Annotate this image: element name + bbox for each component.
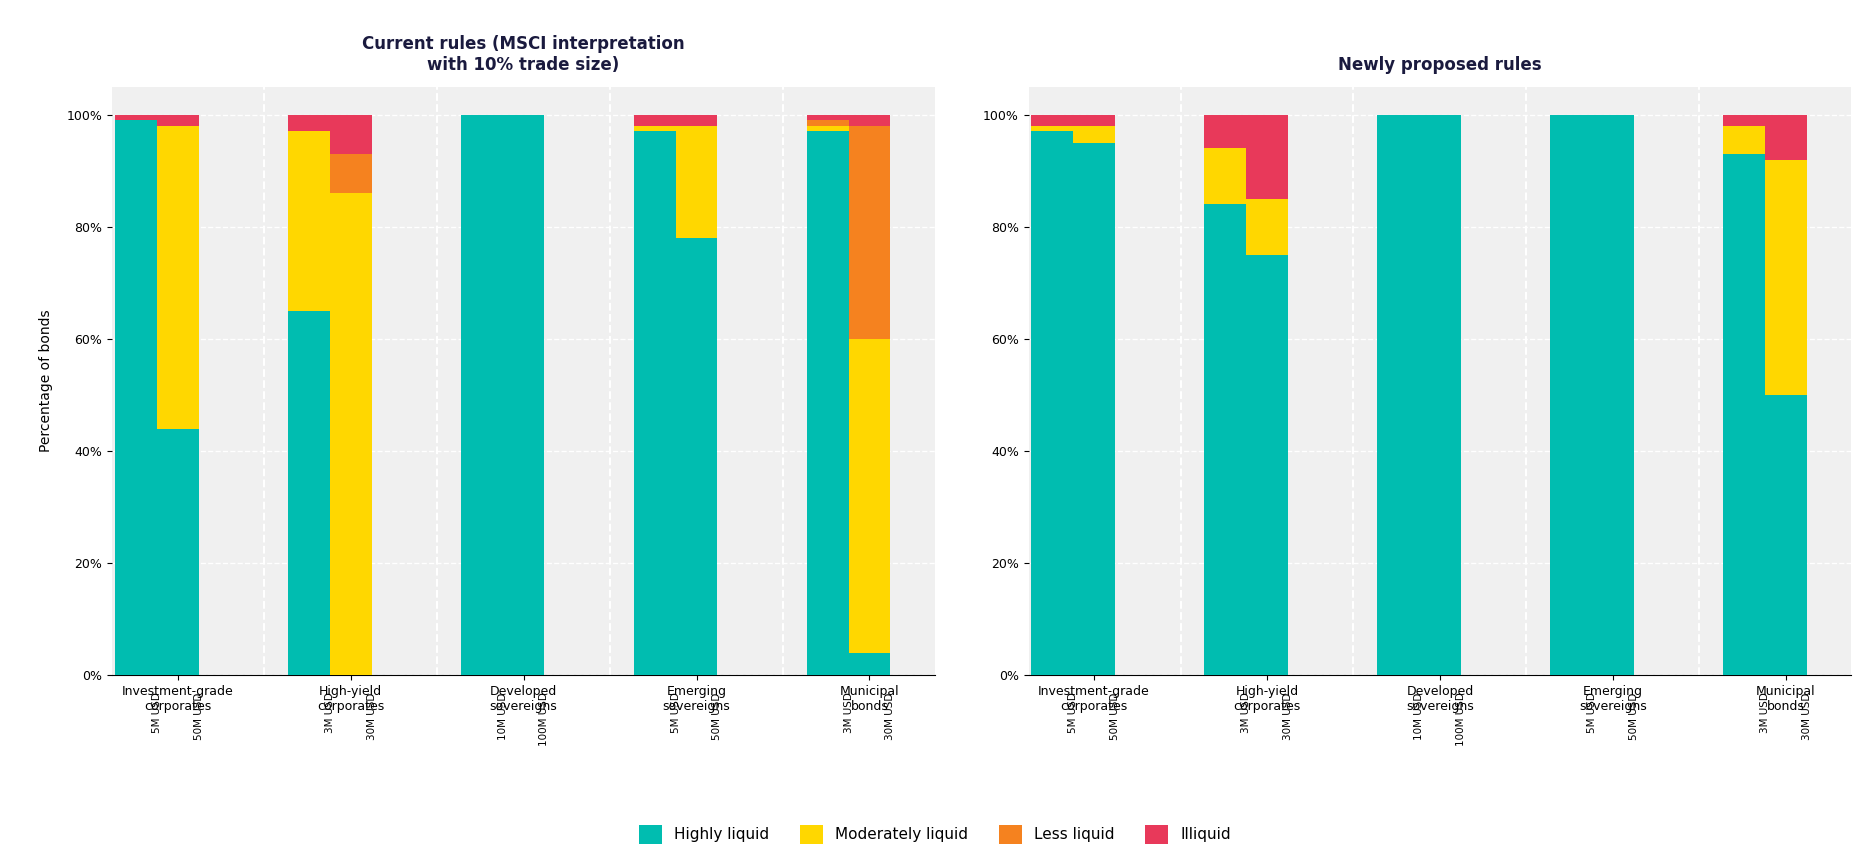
Y-axis label: Percentage of bonds: Percentage of bonds xyxy=(39,310,52,452)
Text: 5M USD: 5M USD xyxy=(151,692,163,734)
Bar xyxy=(288,311,329,675)
Bar xyxy=(462,114,503,675)
Bar xyxy=(1378,114,1419,675)
Title: Newly proposed rules: Newly proposed rules xyxy=(1339,56,1541,74)
Bar xyxy=(806,120,849,126)
Bar xyxy=(157,429,198,675)
Bar xyxy=(1073,143,1115,675)
Text: 50M USD: 50M USD xyxy=(194,692,204,740)
Bar xyxy=(116,120,157,675)
Bar xyxy=(1204,148,1245,204)
Bar xyxy=(1765,395,1806,675)
Bar xyxy=(849,126,890,339)
Text: 50M USD: 50M USD xyxy=(1111,692,1120,740)
Bar xyxy=(806,132,849,675)
Bar xyxy=(288,132,329,311)
Text: 30M USD: 30M USD xyxy=(1283,692,1292,740)
Bar xyxy=(1245,255,1288,675)
Bar xyxy=(849,653,890,675)
Text: 5M USD: 5M USD xyxy=(671,692,681,734)
Bar xyxy=(1722,154,1765,675)
Text: 10M USD: 10M USD xyxy=(497,692,509,740)
Bar xyxy=(1204,114,1245,148)
Text: 3M USD: 3M USD xyxy=(1760,692,1769,734)
Text: 50M USD: 50M USD xyxy=(712,692,722,740)
Bar xyxy=(329,114,372,154)
Bar xyxy=(675,238,718,675)
Bar xyxy=(1245,199,1288,255)
Text: 3M USD: 3M USD xyxy=(843,692,853,734)
Bar xyxy=(1073,114,1115,126)
Text: 30M USD: 30M USD xyxy=(367,692,376,740)
Text: 30M USD: 30M USD xyxy=(1801,692,1812,740)
Bar xyxy=(329,154,372,193)
Bar xyxy=(1032,114,1073,126)
Bar xyxy=(288,114,329,132)
Bar xyxy=(329,193,372,675)
Bar xyxy=(503,114,544,675)
Bar xyxy=(849,114,890,126)
Bar xyxy=(675,126,718,238)
Text: 5M USD: 5M USD xyxy=(1588,692,1597,734)
Bar xyxy=(1204,204,1245,675)
Bar xyxy=(634,114,675,126)
Bar xyxy=(1073,126,1115,143)
Bar xyxy=(634,126,675,132)
Bar xyxy=(675,114,718,126)
Text: 10M USD: 10M USD xyxy=(1414,692,1425,740)
Bar xyxy=(116,114,157,120)
Text: 3M USD: 3M USD xyxy=(1242,692,1251,734)
Text: 30M USD: 30M USD xyxy=(885,692,896,740)
Bar xyxy=(1550,114,1591,675)
Text: 3M USD: 3M USD xyxy=(325,692,335,734)
Bar xyxy=(806,114,849,120)
Text: 100M USD: 100M USD xyxy=(539,692,550,746)
Bar xyxy=(1032,126,1073,132)
Legend: Highly liquid, Moderately liquid, Less liquid, Illiquid: Highly liquid, Moderately liquid, Less l… xyxy=(634,819,1236,850)
Bar xyxy=(1765,159,1806,395)
Bar xyxy=(1722,114,1765,126)
Bar xyxy=(1765,114,1806,159)
Text: 5M USD: 5M USD xyxy=(1068,692,1079,734)
Title: Current rules (MSCI interpretation
with 10% trade size): Current rules (MSCI interpretation with … xyxy=(363,36,684,74)
Bar xyxy=(849,339,890,653)
Bar xyxy=(1591,114,1634,675)
Text: 100M USD: 100M USD xyxy=(1455,692,1466,746)
Text: 50M USD: 50M USD xyxy=(1629,692,1638,740)
Bar xyxy=(806,126,849,132)
Bar xyxy=(1722,126,1765,154)
Bar xyxy=(1032,132,1073,675)
Bar xyxy=(157,126,198,429)
Bar xyxy=(634,132,675,675)
Bar xyxy=(1245,114,1288,199)
Bar xyxy=(1419,114,1460,675)
Bar xyxy=(157,114,198,126)
